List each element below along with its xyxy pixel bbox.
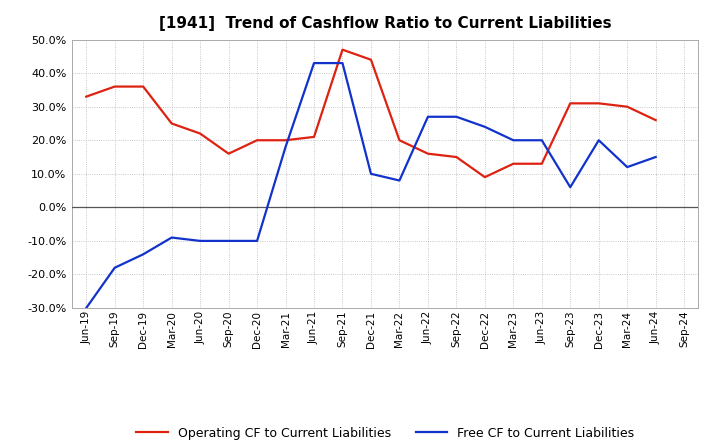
Free CF to Current Liabilities: [282, 144, 290, 150]
Operating CF to Current Liabilities: [253, 138, 261, 143]
Legend: Operating CF to Current Liabilities, Free CF to Current Liabilities: Operating CF to Current Liabilities, Fre…: [136, 427, 634, 440]
Free CF to Current Liabilities: [167, 235, 176, 240]
Free CF to Current Liabilities: [338, 60, 347, 66]
Free CF to Current Liabilities: [253, 238, 261, 244]
Free CF to Current Liabilities: [423, 114, 432, 119]
Free CF to Current Liabilities: [537, 138, 546, 143]
Line: Free CF to Current Liabilities: Free CF to Current Liabilities: [86, 63, 656, 308]
Free CF to Current Liabilities: [139, 252, 148, 257]
Operating CF to Current Liabilities: [480, 175, 489, 180]
Free CF to Current Liabilities: [225, 238, 233, 244]
Operating CF to Current Liabilities: [595, 101, 603, 106]
Operating CF to Current Liabilities: [395, 138, 404, 143]
Free CF to Current Liabilities: [366, 171, 375, 176]
Free CF to Current Liabilities: [509, 138, 518, 143]
Operating CF to Current Liabilities: [652, 117, 660, 123]
Free CF to Current Liabilities: [652, 154, 660, 160]
Operating CF to Current Liabilities: [423, 151, 432, 156]
Operating CF to Current Liabilities: [623, 104, 631, 109]
Operating CF to Current Liabilities: [196, 131, 204, 136]
Free CF to Current Liabilities: [110, 265, 119, 270]
Operating CF to Current Liabilities: [282, 138, 290, 143]
Free CF to Current Liabilities: [623, 165, 631, 170]
Operating CF to Current Liabilities: [310, 134, 318, 139]
Free CF to Current Liabilities: [566, 185, 575, 190]
Operating CF to Current Liabilities: [537, 161, 546, 166]
Operating CF to Current Liabilities: [452, 154, 461, 160]
Free CF to Current Liabilities: [82, 305, 91, 311]
Operating CF to Current Liabilities: [139, 84, 148, 89]
Free CF to Current Liabilities: [196, 238, 204, 244]
Free CF to Current Liabilities: [452, 114, 461, 119]
Operating CF to Current Liabilities: [82, 94, 91, 99]
Free CF to Current Liabilities: [595, 138, 603, 143]
Operating CF to Current Liabilities: [338, 47, 347, 52]
Free CF to Current Liabilities: [310, 60, 318, 66]
Free CF to Current Liabilities: [395, 178, 404, 183]
Free CF to Current Liabilities: [480, 124, 489, 129]
Operating CF to Current Liabilities: [566, 101, 575, 106]
Line: Operating CF to Current Liabilities: Operating CF to Current Liabilities: [86, 50, 656, 177]
Operating CF to Current Liabilities: [225, 151, 233, 156]
Operating CF to Current Liabilities: [110, 84, 119, 89]
Operating CF to Current Liabilities: [509, 161, 518, 166]
Title: [1941]  Trend of Cashflow Ratio to Current Liabilities: [1941] Trend of Cashflow Ratio to Curren…: [159, 16, 611, 32]
Operating CF to Current Liabilities: [167, 121, 176, 126]
Operating CF to Current Liabilities: [366, 57, 375, 62]
